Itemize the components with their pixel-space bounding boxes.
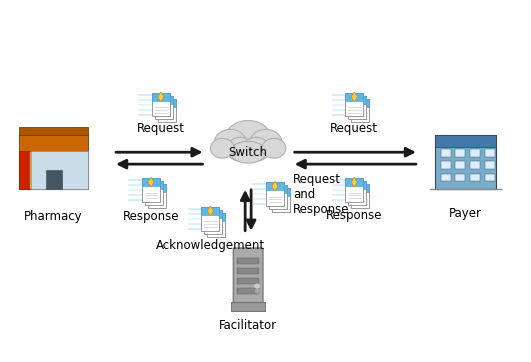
Text: Switch: Switch [229,146,268,159]
Ellipse shape [226,121,270,152]
FancyBboxPatch shape [352,184,369,192]
FancyBboxPatch shape [208,213,225,221]
FancyBboxPatch shape [155,96,173,119]
FancyBboxPatch shape [145,181,163,205]
FancyBboxPatch shape [272,188,290,196]
FancyBboxPatch shape [201,207,219,231]
FancyBboxPatch shape [345,178,363,202]
Ellipse shape [250,129,282,155]
FancyBboxPatch shape [148,184,166,192]
FancyBboxPatch shape [266,182,284,206]
FancyBboxPatch shape [266,182,284,190]
FancyBboxPatch shape [456,149,465,157]
FancyBboxPatch shape [46,169,62,189]
FancyBboxPatch shape [158,98,176,122]
Text: Acknowledgement: Acknowledgement [156,239,265,252]
FancyBboxPatch shape [348,96,366,119]
FancyBboxPatch shape [142,178,160,202]
FancyBboxPatch shape [148,184,166,208]
FancyBboxPatch shape [348,181,366,189]
FancyBboxPatch shape [485,149,495,157]
Text: Facilitator: Facilitator [219,319,277,332]
Polygon shape [208,206,213,216]
Polygon shape [352,177,357,187]
FancyBboxPatch shape [352,184,369,208]
FancyBboxPatch shape [233,248,263,304]
FancyBboxPatch shape [237,258,259,264]
Ellipse shape [262,138,286,158]
FancyBboxPatch shape [208,213,225,237]
FancyBboxPatch shape [201,207,219,215]
FancyBboxPatch shape [272,188,290,212]
FancyBboxPatch shape [470,173,480,181]
FancyBboxPatch shape [352,98,369,122]
FancyBboxPatch shape [155,96,173,104]
FancyBboxPatch shape [158,98,176,107]
FancyBboxPatch shape [237,288,259,294]
Circle shape [255,284,259,288]
Ellipse shape [215,129,246,155]
FancyBboxPatch shape [485,161,495,169]
FancyBboxPatch shape [456,161,465,169]
FancyBboxPatch shape [456,173,465,181]
FancyBboxPatch shape [19,127,88,135]
FancyBboxPatch shape [142,178,160,186]
FancyBboxPatch shape [19,151,29,189]
Polygon shape [352,92,357,102]
FancyBboxPatch shape [441,161,451,169]
FancyBboxPatch shape [19,135,88,151]
FancyBboxPatch shape [269,185,287,193]
FancyBboxPatch shape [435,135,496,189]
FancyBboxPatch shape [345,93,363,117]
Text: Response: Response [326,209,382,222]
FancyBboxPatch shape [232,302,265,311]
FancyBboxPatch shape [19,135,88,189]
Ellipse shape [226,137,254,161]
FancyBboxPatch shape [152,93,170,101]
FancyBboxPatch shape [348,96,366,104]
FancyBboxPatch shape [345,178,363,186]
FancyBboxPatch shape [31,151,88,189]
FancyBboxPatch shape [204,210,222,233]
Ellipse shape [242,137,270,161]
Ellipse shape [230,141,266,163]
Polygon shape [272,181,278,191]
FancyBboxPatch shape [237,268,259,274]
Text: Response: Response [123,210,179,223]
FancyBboxPatch shape [145,181,163,189]
FancyBboxPatch shape [441,149,451,157]
Text: Pharmacy: Pharmacy [24,210,83,223]
FancyBboxPatch shape [352,98,369,107]
Ellipse shape [210,138,234,158]
FancyBboxPatch shape [345,93,363,101]
FancyBboxPatch shape [237,278,259,284]
FancyBboxPatch shape [485,173,495,181]
FancyBboxPatch shape [269,185,287,209]
FancyBboxPatch shape [152,93,170,117]
Text: Request: Request [137,122,185,135]
Text: Request: Request [330,122,378,135]
Circle shape [255,290,259,292]
Polygon shape [148,177,154,187]
FancyBboxPatch shape [435,135,496,147]
Text: Payer: Payer [449,207,482,220]
FancyBboxPatch shape [441,173,451,181]
Text: Request
and
Response: Request and Response [293,173,349,216]
FancyBboxPatch shape [470,149,480,157]
FancyBboxPatch shape [470,161,480,169]
FancyBboxPatch shape [204,210,222,218]
FancyBboxPatch shape [348,181,366,205]
Polygon shape [158,92,164,102]
